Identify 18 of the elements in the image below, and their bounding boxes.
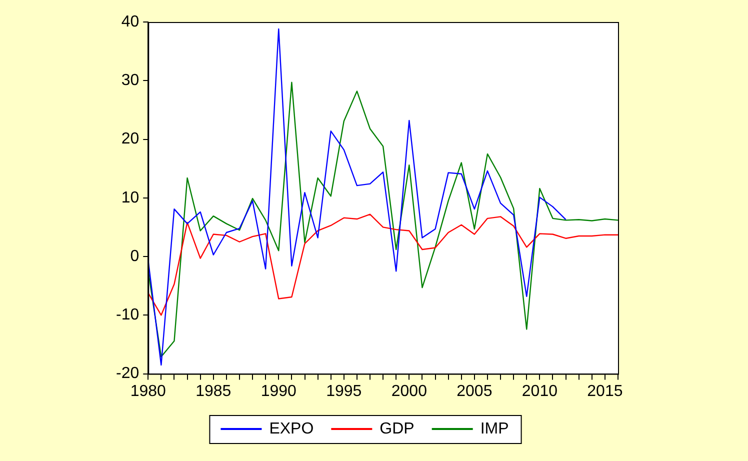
legend-label: IMP xyxy=(480,420,509,438)
y-tick-label: 10 xyxy=(121,189,140,206)
x-tick-label: 1985 xyxy=(196,382,232,400)
x-tick-label: 2015 xyxy=(587,382,623,400)
y-tick-label: -10 xyxy=(116,306,140,324)
y-tick-label: 20 xyxy=(121,130,140,148)
y-tick-label: -20 xyxy=(116,365,140,382)
x-tick-label: 1990 xyxy=(260,382,297,400)
y-tick-label: 40 xyxy=(121,13,140,30)
legend-label: GDP xyxy=(380,420,414,438)
legend-label: EXPO xyxy=(269,420,314,438)
x-tick-label: 1980 xyxy=(130,382,166,400)
x-tick-label: 2005 xyxy=(456,382,492,400)
x-tick-label: 1995 xyxy=(326,382,362,400)
x-tick-label: 2010 xyxy=(522,382,558,400)
y-tick-label: 30 xyxy=(121,72,140,90)
x-tick-label: 2000 xyxy=(391,382,428,400)
y-tick-label: 0 xyxy=(130,248,140,265)
